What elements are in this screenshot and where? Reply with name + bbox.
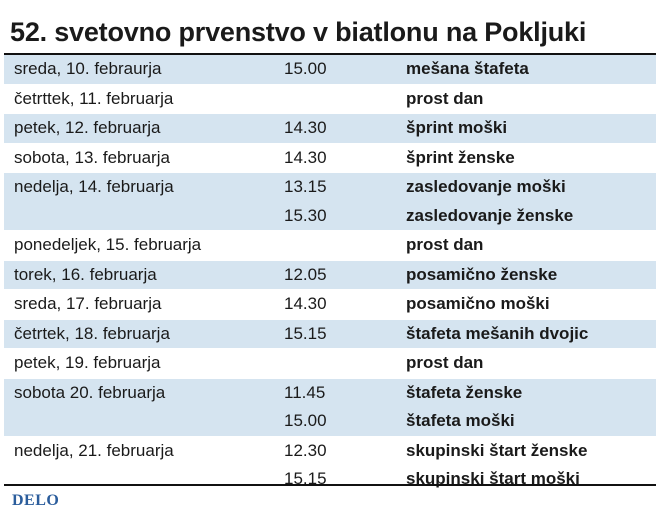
- event-cell: posamično ženske: [406, 264, 558, 284]
- table-row: četrttek, 11. februarja prost dan: [4, 85, 656, 114]
- time-cell: 12.30: [284, 440, 327, 460]
- table-row: 15.00 štafeta moški: [4, 407, 656, 436]
- event-cell: skupinski štart moški: [406, 469, 580, 488]
- time-cell: 15.15: [284, 323, 327, 343]
- time-cell: 12.05: [284, 264, 327, 284]
- schedule-day-group: ponedeljek, 15. februarja prost dan: [4, 231, 656, 261]
- time-cell: 13.15: [284, 177, 327, 196]
- table-row: 15.30 zasledovanje ženske: [4, 202, 656, 231]
- event-cell: skupinski štart ženske: [406, 440, 588, 460]
- table-row: sobota, 13. februarja 14.30 šprint ženske: [4, 144, 656, 173]
- schedule-day-group: petek, 19. februarja prost dan: [4, 349, 656, 379]
- event-cell: šprint ženske: [406, 147, 515, 167]
- date-cell: ponedeljek, 15. februarja: [14, 235, 202, 254]
- date-cell: sreda, 17. februarja: [14, 294, 162, 313]
- event-cell: prost dan: [406, 353, 484, 372]
- event-cell: prost dan: [406, 235, 484, 254]
- event-cell: štafeta moški: [406, 411, 515, 430]
- date-cell: sobota, 13. februarja: [14, 147, 170, 167]
- date-cell: petek, 19. februarja: [14, 353, 161, 372]
- date-cell: četrtek, 18. februarja: [14, 323, 170, 343]
- date-cell: petek, 12. februarja: [14, 118, 161, 137]
- table-row: nedelja, 21. februarja 12.30 skupinski šta…: [4, 437, 656, 466]
- delo-logo: DELO: [12, 492, 60, 509]
- event-cell: zasledovanje ženske: [406, 205, 574, 225]
- schedule-day-group: četrttek, 11. februarja prost dan: [4, 85, 656, 114]
- table-row: petek, 12. februarja 14.30 šprint moški: [4, 114, 656, 143]
- time-cell: 15.30: [284, 205, 327, 225]
- schedule-day-group: torek, 16. februarja 12.05 posamično žensk…: [4, 260, 656, 290]
- schedule-table: sreda, 10. febraurja 15.00 mešana štafeta č…: [4, 55, 656, 495]
- schedule-day-group: petek, 12. februarja 14.30 šprint moški: [4, 114, 656, 144]
- date-cell: torek, 16. februarja: [14, 264, 157, 284]
- schedule-day-group: sobota, 13. februarja 14.30 šprint ženske: [4, 144, 656, 173]
- date-cell: nedelja, 21. februarja: [14, 440, 174, 460]
- time-cell: 14.30: [284, 118, 327, 137]
- date-cell: sobota 20. februarja: [14, 382, 166, 402]
- schedule-day-group: sreda, 10. febraurja 15.00 mešana štafeta: [4, 55, 656, 85]
- schedule-day-group: nedelja, 21. februarja 12.30 skupinski šta…: [4, 437, 656, 495]
- schedule-day-group: nedelja, 14. februarja 13.15 zasledovanje …: [4, 173, 656, 231]
- date-cell: četrttek, 11. februarja: [14, 88, 174, 108]
- time-cell: 15.00: [284, 59, 327, 78]
- event-cell: šprint moški: [406, 118, 508, 137]
- event-cell: štafeta ženske: [406, 382, 523, 402]
- time-cell: 14.30: [284, 294, 327, 313]
- table-row: sreda, 17. februarja 14.30 posamično moški: [4, 290, 656, 319]
- table-row: sobota 20. februarja 11.45 štafeta ženske: [4, 379, 656, 408]
- table-row: nedelja, 14. februarja 13.15 zasledovanje …: [4, 173, 656, 202]
- schedule-day-group: sreda, 17. februarja 14.30 posamično moški: [4, 290, 656, 320]
- schedule-day-group: četrtek, 18. februarja 15.15 štafeta mešan…: [4, 319, 656, 349]
- event-cell: posamično moški: [406, 294, 550, 313]
- table-row: sreda, 10. febraurja 15.00 mešana štafeta: [4, 55, 656, 84]
- page-title: 52. svetovno prvenstvo v biatlonu na Pok…: [10, 17, 587, 47]
- time-cell: 11.45: [284, 382, 326, 402]
- date-cell: sreda, 10. febraurja: [14, 59, 162, 78]
- table-row: petek, 19. februarja prost dan: [4, 349, 656, 378]
- schedule-day-group: sobota 20. februarja 11.45 štafeta ženske 1…: [4, 378, 656, 437]
- date-cell: nedelja, 14. februarja: [14, 177, 174, 196]
- event-cell: zasledovanje moški: [406, 177, 566, 196]
- top-divider: [4, 53, 656, 55]
- event-cell: prost dan: [406, 88, 484, 108]
- time-cell: 15.15: [284, 469, 327, 488]
- table-row: četrtek, 18. februarja 15.15 štafeta mešan…: [4, 320, 656, 349]
- event-cell: štafeta mešanih dvojic: [406, 323, 589, 343]
- table-row: ponedeljek, 15. februarja prost dan: [4, 231, 656, 260]
- table-row: torek, 16. februarja 12.05 posamično žensk…: [4, 261, 656, 290]
- event-cell: mešana štafeta: [406, 59, 529, 78]
- table-row: 15.15 skupinski štart moški: [4, 465, 656, 494]
- bottom-divider: [4, 484, 656, 486]
- time-cell: 14.30: [284, 147, 327, 167]
- time-cell: 15.00: [284, 411, 327, 430]
